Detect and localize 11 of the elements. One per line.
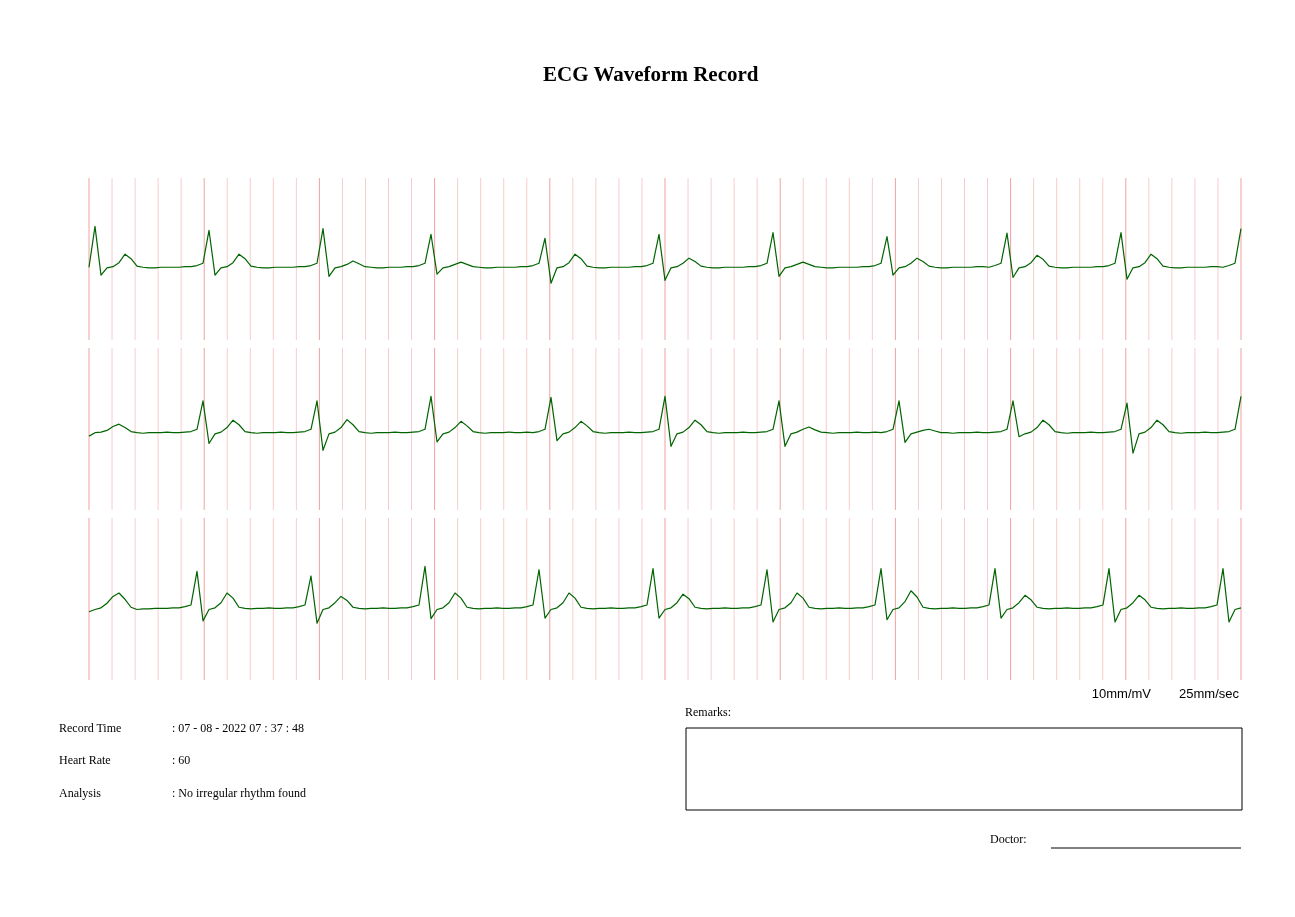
text: Remarks: [685,705,731,719]
chart-title: ECG Waveform Record [543,62,759,86]
text: Record Time [59,721,122,735]
text: : No irregular rhythm found [172,786,306,800]
text: : 07 - 08 - 2022 07 : 37 : 48 [172,721,304,735]
text: 25mm/sec [1179,686,1240,701]
text: Analysis [59,786,102,800]
text: Heart Rate [59,753,111,767]
text: Doctor: [990,832,1027,846]
text: : 60 [172,753,191,767]
text: 10mm/mV [1091,686,1152,701]
